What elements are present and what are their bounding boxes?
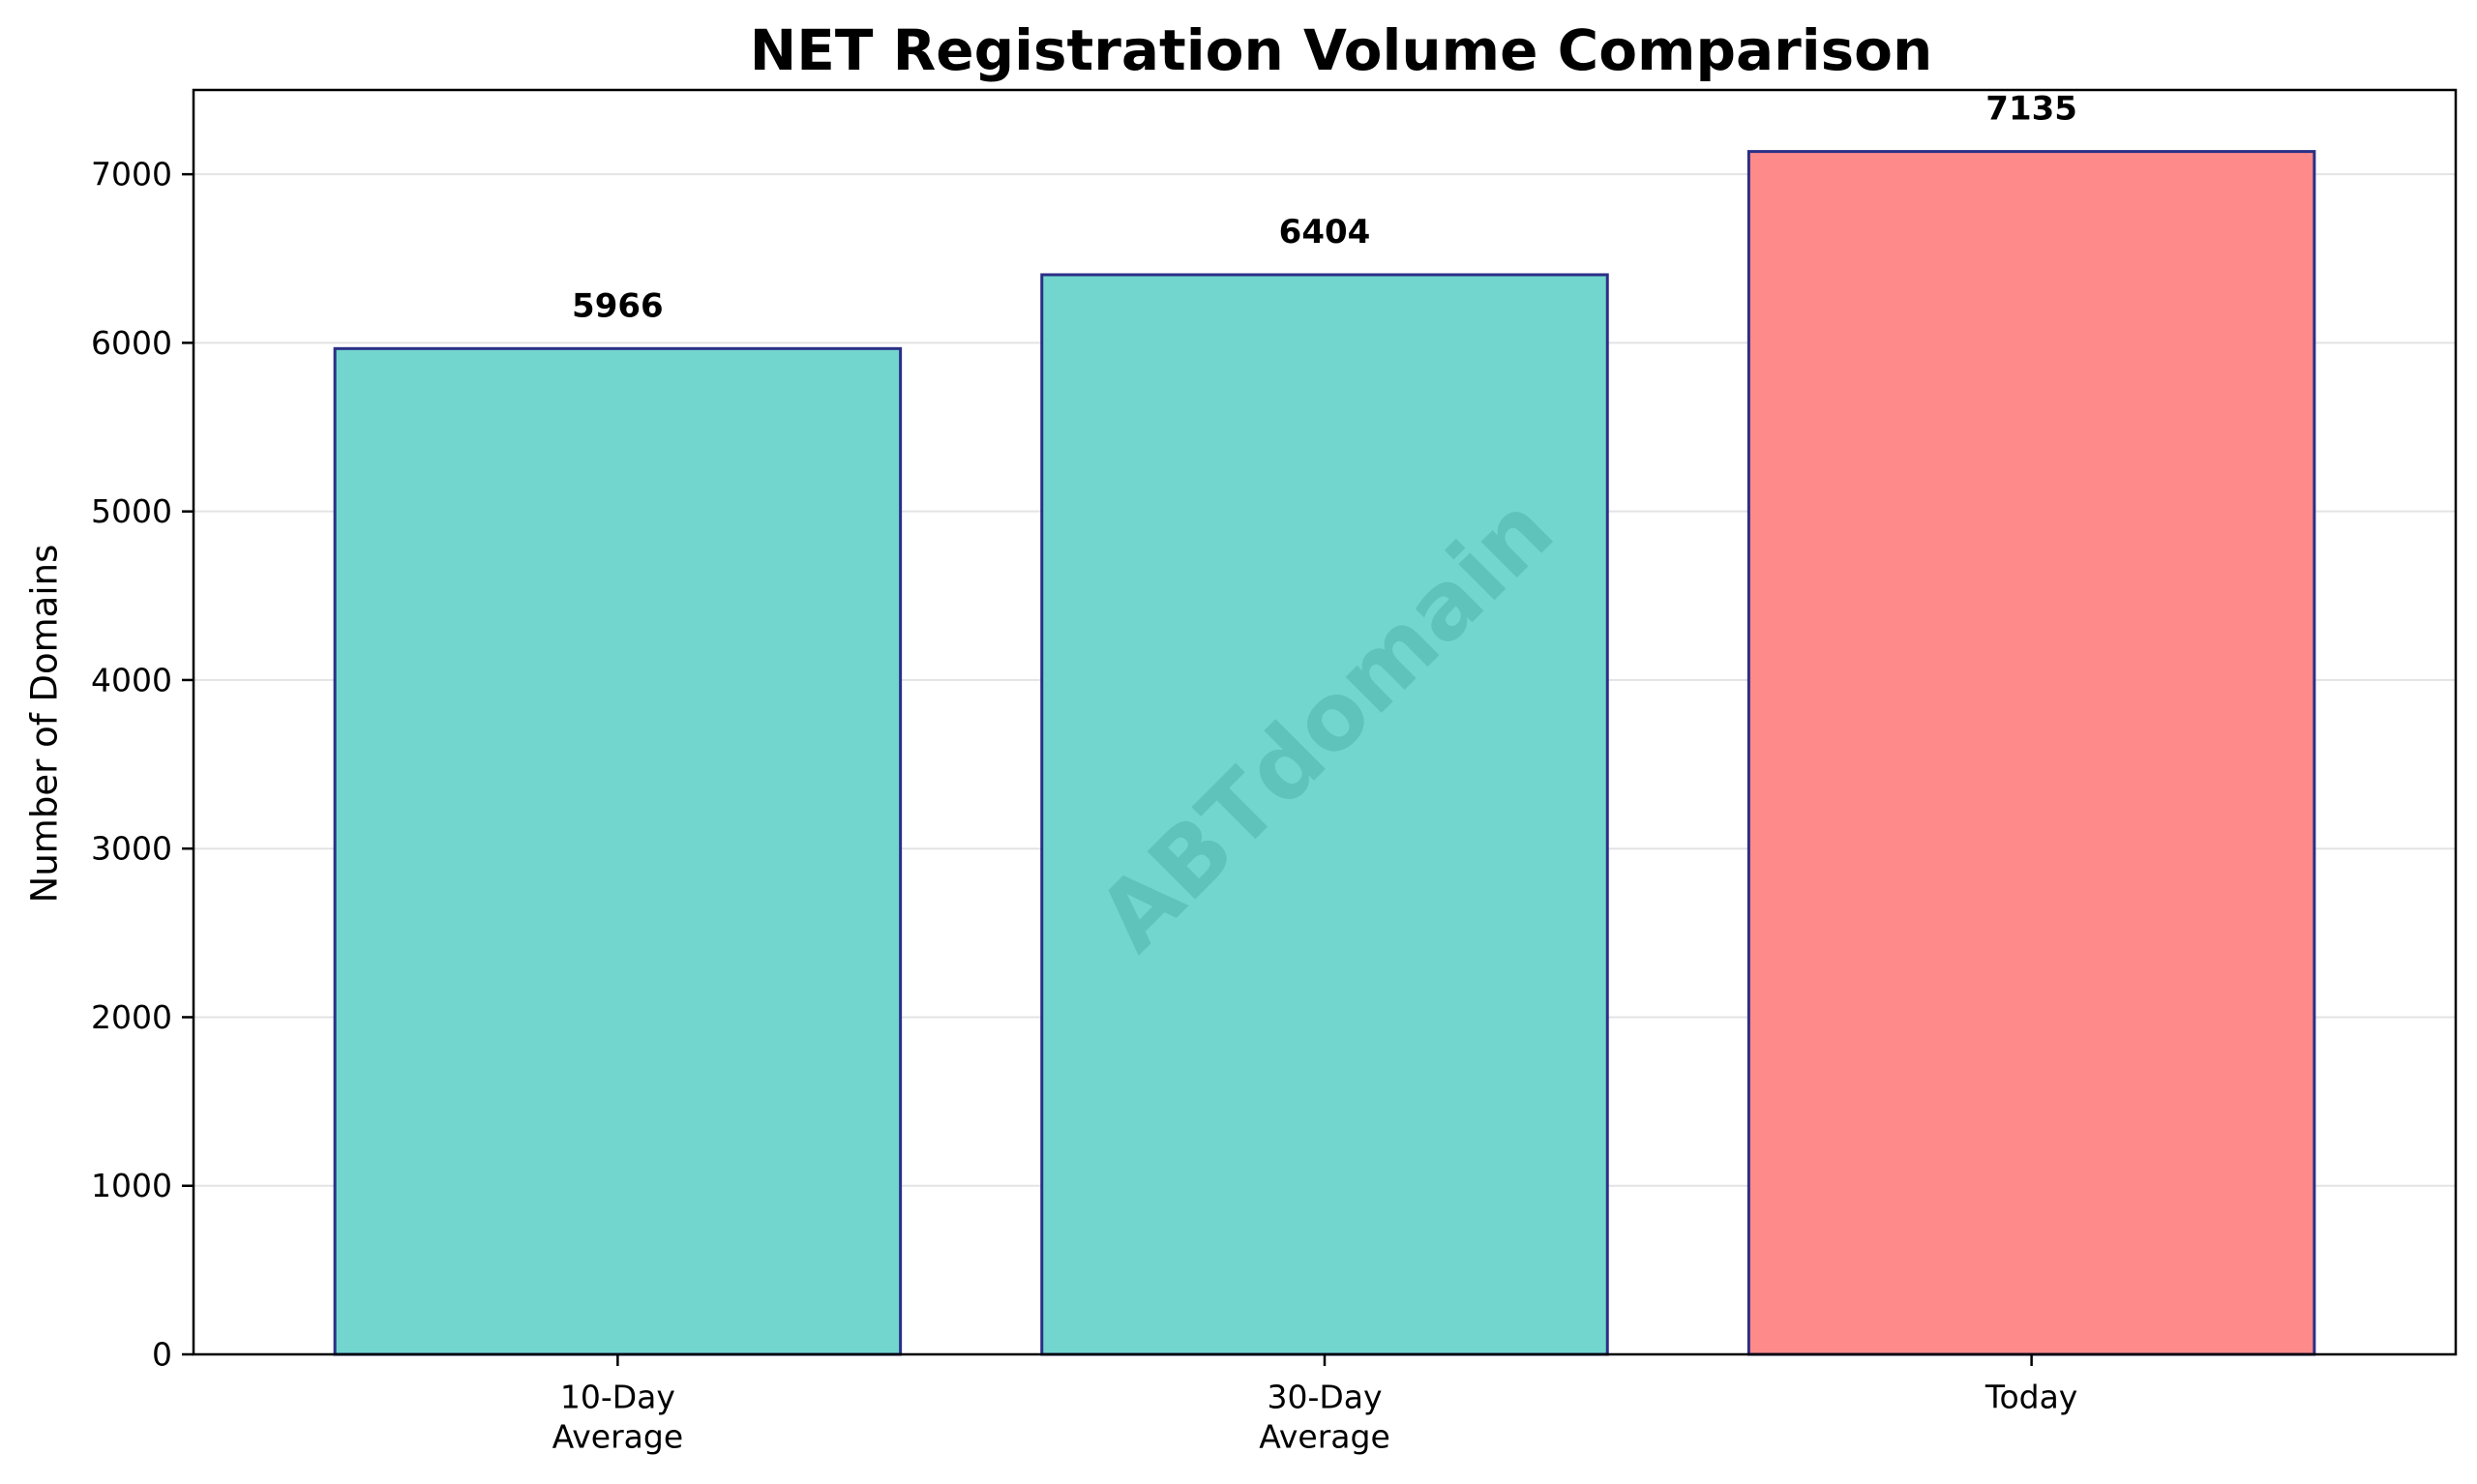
- bar-value-label: 7135: [1985, 90, 2077, 129]
- y-tick-label: 7000: [91, 156, 172, 193]
- chart-title: NET Registration Volume Comparison: [750, 17, 1933, 83]
- bar: [1040, 273, 1609, 1356]
- y-tick-label: 3000: [91, 830, 172, 868]
- x-tick-label: 30-Day: [1267, 1379, 1382, 1416]
- y-axis-label: Number of Domains: [24, 545, 66, 904]
- bar-value-label: 5966: [572, 286, 664, 325]
- bar-value-label: 6404: [1279, 213, 1371, 252]
- x-tick-label: Average: [1259, 1418, 1390, 1456]
- y-tick-label: 2000: [91, 998, 172, 1036]
- y-tick-label: 6000: [91, 324, 172, 362]
- y-tick-label: 4000: [91, 661, 172, 698]
- data-labels: 5966 6404 7135: [572, 90, 2077, 326]
- axes: 0100020003000400050006000700010-DayAvera…: [91, 88, 2458, 1456]
- x-tick-label: 10-Day: [560, 1379, 675, 1416]
- x-tick-label: Today: [1985, 1379, 2077, 1416]
- bar: [333, 346, 903, 1356]
- y-tick-label: 0: [152, 1336, 172, 1374]
- bar: [1746, 150, 2316, 1356]
- y-tick-label: 5000: [91, 492, 172, 530]
- x-tick-label: Average: [552, 1418, 684, 1456]
- y-tick-label: 1000: [91, 1167, 172, 1204]
